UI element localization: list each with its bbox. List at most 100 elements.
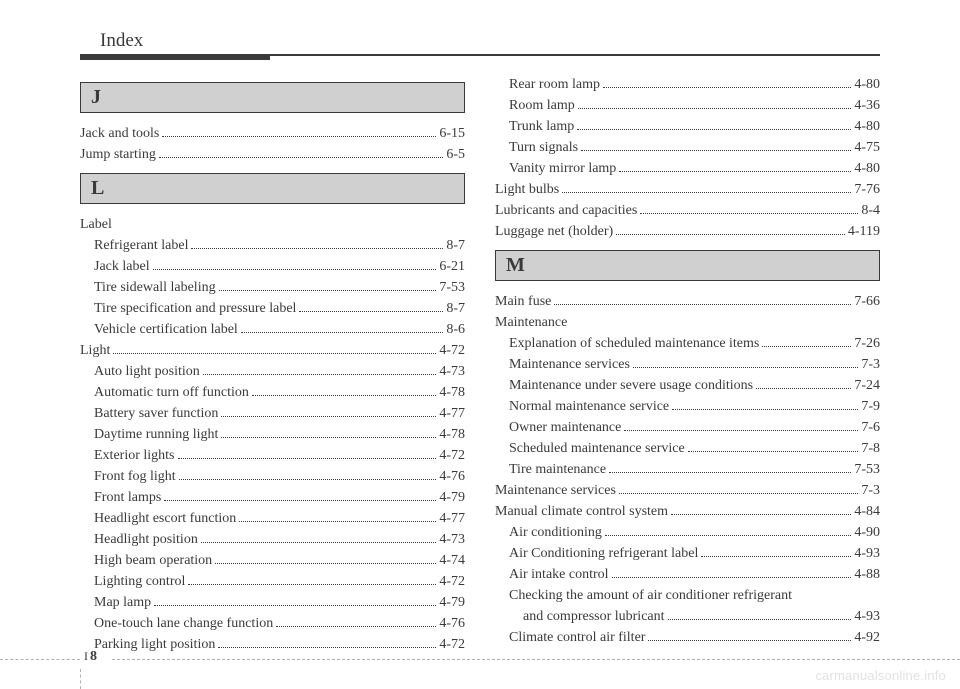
leader-dots <box>578 108 852 109</box>
entry-page: 4-77 <box>439 508 465 529</box>
entry-page: 4-36 <box>854 95 880 116</box>
index-entry: Auto light position4-73 <box>80 361 465 382</box>
entry-page: 4-84 <box>854 501 880 522</box>
entry-page: 8-4 <box>861 200 880 221</box>
header-rule <box>80 54 880 56</box>
index-entry: Light bulbs7-76 <box>495 179 880 200</box>
entry-label: and compressor lubricant <box>523 606 665 627</box>
entry-page: 4-76 <box>439 466 465 487</box>
entry-label: Vehicle certification label <box>94 319 238 340</box>
leader-dots <box>221 416 436 417</box>
entry-label: Air Conditioning refrigerant label <box>509 543 698 564</box>
leader-dots <box>562 192 851 193</box>
leader-dots <box>113 353 436 354</box>
index-entry: Headlight escort function 4-77 <box>80 508 465 529</box>
entry-label: One-touch lane change function <box>94 613 273 634</box>
index-entry: Luggage net (holder)4-119 <box>495 221 880 242</box>
index-entry-wrap2: and compressor lubricant 4-93 <box>495 606 880 627</box>
leader-dots <box>762 346 851 347</box>
leader-dots <box>624 430 858 431</box>
entry-label: Luggage net (holder) <box>495 221 613 242</box>
index-page: Index J Jack and tools 6-15 Jump startin… <box>80 30 880 655</box>
leader-dots <box>640 213 858 214</box>
index-entry: Maintenance under severe usage condition… <box>495 375 880 396</box>
entry-label: Tire maintenance <box>509 459 606 480</box>
entry-page: 7-53 <box>854 459 880 480</box>
entry-label: Daytime running light <box>94 424 218 445</box>
leader-dots <box>203 374 437 375</box>
entry-page: 4-93 <box>854 606 880 627</box>
entry-label: Main fuse <box>495 291 551 312</box>
entry-label: Headlight position <box>94 529 198 550</box>
entry-label: Maintenance services <box>495 480 616 501</box>
leader-dots <box>201 542 437 543</box>
footer-page-number: I8 <box>84 649 97 665</box>
index-entry: Automatic turn off function 4-78 <box>80 382 465 403</box>
entry-page: 7-26 <box>854 333 880 354</box>
entry-label: Front lamps <box>94 487 161 508</box>
section-letter-j: J <box>80 82 465 113</box>
index-entry: Air Conditioning refrigerant label4-93 <box>495 543 880 564</box>
index-entry: Label <box>80 214 465 235</box>
footer-dash-left <box>0 659 80 660</box>
index-entry: Map lamp4-79 <box>80 592 465 613</box>
index-entry: Room lamp4-36 <box>495 95 880 116</box>
footer-section: I <box>84 649 88 663</box>
index-entry: One-touch lane change function4-76 <box>80 613 465 634</box>
leader-dots <box>581 150 851 151</box>
entry-page: 6-5 <box>446 144 465 165</box>
entry-page: 4-72 <box>439 340 465 361</box>
leader-dots <box>179 479 437 480</box>
leader-dots <box>612 577 852 578</box>
leader-dots <box>668 619 852 620</box>
leader-dots <box>554 304 851 305</box>
entry-page: 4-80 <box>854 158 880 179</box>
leader-dots <box>188 584 436 585</box>
index-entry: Light 4-72 <box>80 340 465 361</box>
entry-label: Jump starting <box>80 144 156 165</box>
entry-label: Maintenance under severe usage condition… <box>509 375 753 396</box>
entry-page: 6-15 <box>439 123 465 144</box>
entry-label: Light <box>80 340 110 361</box>
index-entry: Exterior lights4-72 <box>80 445 465 466</box>
entry-page: 4-90 <box>854 522 880 543</box>
entry-label: Turn signals <box>509 137 578 158</box>
index-entry: Jack label6-21 <box>80 256 465 277</box>
index-entry: Scheduled maintenance service7-8 <box>495 438 880 459</box>
index-entry: Rear room lamp4-80 <box>495 74 880 95</box>
index-entry: Vehicle certification label8-6 <box>80 319 465 340</box>
index-entry: Manual climate control system4-84 <box>495 501 880 522</box>
index-entry: Headlight position4-73 <box>80 529 465 550</box>
entry-page: 4-77 <box>439 403 465 424</box>
leader-dots <box>688 451 859 452</box>
entry-page: 4-79 <box>439 592 465 613</box>
entry-label: Lubricants and capacities <box>495 200 637 221</box>
entry-label: High beam operation <box>94 550 212 571</box>
entry-label: Refrigerant label <box>94 235 188 256</box>
entry-page: 4-78 <box>439 424 465 445</box>
entry-label: Headlight escort function <box>94 508 236 529</box>
index-entry: Tire maintenance 7-53 <box>495 459 880 480</box>
leader-dots <box>619 171 851 172</box>
leader-dots <box>215 563 436 564</box>
leader-dots <box>603 87 851 88</box>
leader-dots <box>701 556 851 557</box>
header-rule-thick <box>80 54 270 60</box>
leader-dots <box>276 626 436 627</box>
entry-page: 7-3 <box>861 480 880 501</box>
watermark: carmanualsonline.info <box>815 668 946 683</box>
entry-label: Maintenance services <box>509 354 630 375</box>
index-entry-wrap1: Checking the amount of air conditioner r… <box>495 585 880 606</box>
leader-dots <box>154 605 436 606</box>
leader-dots <box>619 493 858 494</box>
entry-label: Owner maintenance <box>509 417 621 438</box>
entry-label: Automatic turn off function <box>94 382 249 403</box>
columns: J Jack and tools 6-15 Jump starting 6-5 … <box>80 74 880 655</box>
index-entry: Front fog light4-76 <box>80 466 465 487</box>
entry-label: Tire specification and pressure label <box>94 298 296 319</box>
entry-page: 4-78 <box>439 382 465 403</box>
entry-page: 8-7 <box>446 298 465 319</box>
entry-page: 4-80 <box>854 74 880 95</box>
index-entry: Main fuse7-66 <box>495 291 880 312</box>
footer-dash-right <box>112 659 960 660</box>
